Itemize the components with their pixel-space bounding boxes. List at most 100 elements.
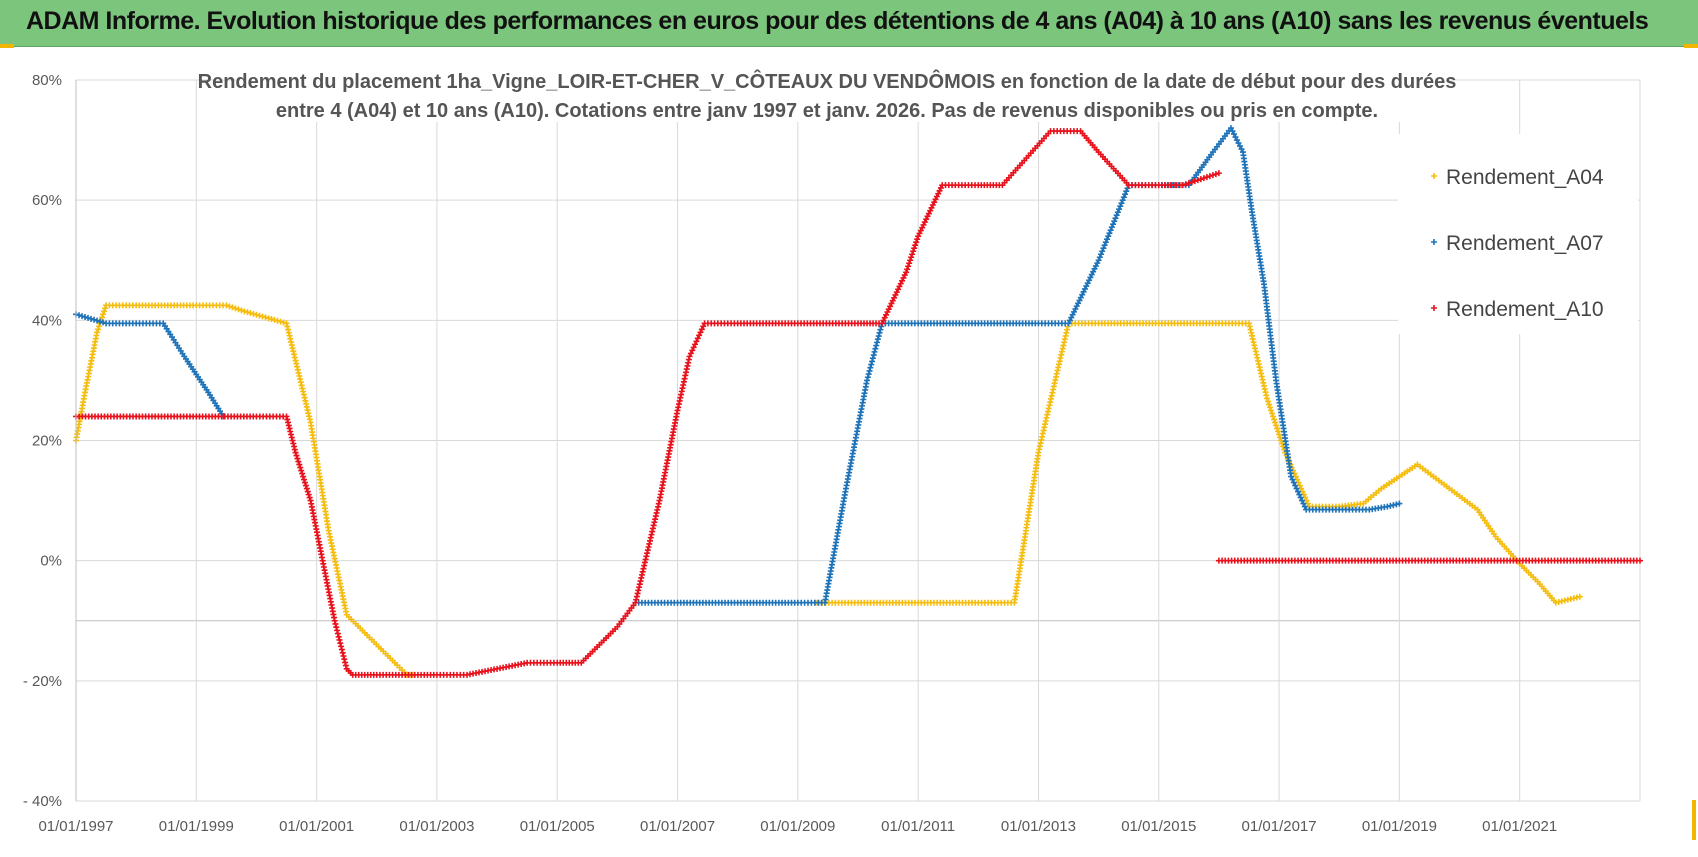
series-rendement-a10 — [1215, 557, 1643, 564]
chart-title-line-2: entre 4 (A04) et 10 ans (A10). Cotations… — [276, 100, 1378, 122]
data-point — [907, 257, 914, 264]
legend: Rendement_A04 Rendement_A07 Rendement_A10 — [1398, 134, 1638, 334]
data-point — [299, 470, 306, 477]
data-point — [1276, 431, 1283, 438]
data-point — [342, 659, 349, 666]
data-point — [96, 323, 103, 330]
data-point — [91, 316, 98, 323]
data-point — [271, 316, 278, 323]
series-rendement-a04 — [812, 320, 1583, 606]
data-point — [268, 316, 275, 323]
data-point — [277, 318, 284, 325]
data-point — [280, 319, 287, 326]
data-point — [911, 245, 918, 252]
data-point — [1431, 239, 1437, 245]
series-rendement-a07 — [632, 125, 1403, 606]
data-point — [1271, 416, 1278, 423]
data-point — [229, 304, 236, 311]
data-point — [94, 329, 101, 336]
data-point — [1209, 172, 1216, 179]
data-point — [1185, 180, 1192, 187]
data-point — [298, 467, 305, 474]
data-point — [333, 624, 340, 631]
data-point — [338, 643, 345, 650]
data-point — [1100, 245, 1107, 252]
data-point — [99, 314, 106, 321]
data-point — [1203, 174, 1210, 181]
data-point — [306, 494, 313, 501]
data-point — [1272, 419, 1279, 426]
chart-title-background — [240, 62, 1450, 122]
data-point — [865, 371, 872, 378]
data-point — [253, 311, 260, 318]
data-point — [1212, 171, 1219, 178]
data-point — [1114, 209, 1121, 216]
data-point — [1206, 173, 1213, 180]
data-point — [1299, 497, 1306, 504]
y-tick-label: 20% — [32, 433, 62, 450]
data-point — [1267, 404, 1274, 411]
data-point — [250, 310, 257, 317]
data-point — [339, 649, 346, 656]
data-point — [690, 344, 697, 351]
data-point — [302, 482, 309, 489]
data-point — [304, 488, 311, 495]
data-point — [869, 355, 876, 362]
data-point — [870, 352, 877, 359]
data-point — [1301, 503, 1308, 510]
data-point — [696, 332, 703, 339]
data-point — [305, 491, 312, 498]
data-point — [247, 310, 254, 317]
data-point — [1194, 177, 1201, 184]
performance-chart: 80% 60% 40% 20% 0% - 20% - 40% 01/01/1997 01/01/… — [23, 62, 1643, 835]
title-banner: ADAM Informe. Evolution historique des p… — [0, 0, 1698, 47]
data-point — [1232, 134, 1239, 141]
y-tick-label: - 40% — [23, 793, 62, 810]
data-point — [79, 313, 86, 320]
data-point — [1431, 173, 1437, 179]
data-point — [1238, 146, 1245, 153]
chart-title: Rendement du placement 1ha_Vigne_LOIR-ET… — [198, 62, 1457, 122]
data-point — [1096, 254, 1103, 261]
x-tick-label: 01/01/2003 — [399, 818, 474, 835]
data-point — [1108, 224, 1115, 231]
data-point — [868, 361, 875, 368]
data-point — [334, 630, 341, 637]
data-point — [877, 326, 884, 333]
data-point — [1095, 257, 1102, 264]
legend-item-rendement-a07: Rendement_A07 — [1431, 232, 1604, 255]
data-point — [878, 323, 885, 330]
data-point — [909, 251, 916, 258]
x-tick-label: 01/01/2021 — [1482, 818, 1557, 835]
data-point — [94, 317, 101, 324]
x-tick-label: 01/01/2011 — [881, 818, 955, 835]
data-point — [873, 342, 880, 349]
data-point — [1227, 125, 1234, 132]
data-point — [338, 646, 345, 653]
x-tick-label: 01/01/1999 — [159, 818, 234, 835]
data-point — [82, 314, 89, 321]
data-point — [1292, 482, 1299, 489]
data-point — [232, 305, 239, 312]
data-point — [1119, 197, 1126, 204]
data-point — [1215, 170, 1222, 177]
data-point — [697, 329, 704, 336]
data-point — [864, 377, 871, 384]
chart-title-line-1: Rendement du placement 1ha_Vigne_LOIR-ET… — [198, 69, 1457, 93]
legend-background — [1398, 134, 1638, 334]
data-point — [700, 323, 707, 330]
corner-mark-bottom-right — [1692, 800, 1696, 840]
data-point — [303, 485, 310, 492]
data-point — [1111, 218, 1118, 225]
data-point — [1296, 491, 1303, 498]
y-tick-label: 40% — [32, 312, 62, 329]
data-point — [95, 326, 102, 333]
data-point — [1117, 203, 1124, 210]
data-point — [1290, 479, 1297, 486]
data-point — [698, 326, 705, 333]
data-point — [226, 303, 233, 310]
data-point — [100, 311, 107, 318]
y-tick-label: 0% — [40, 553, 62, 570]
data-point — [335, 633, 342, 640]
